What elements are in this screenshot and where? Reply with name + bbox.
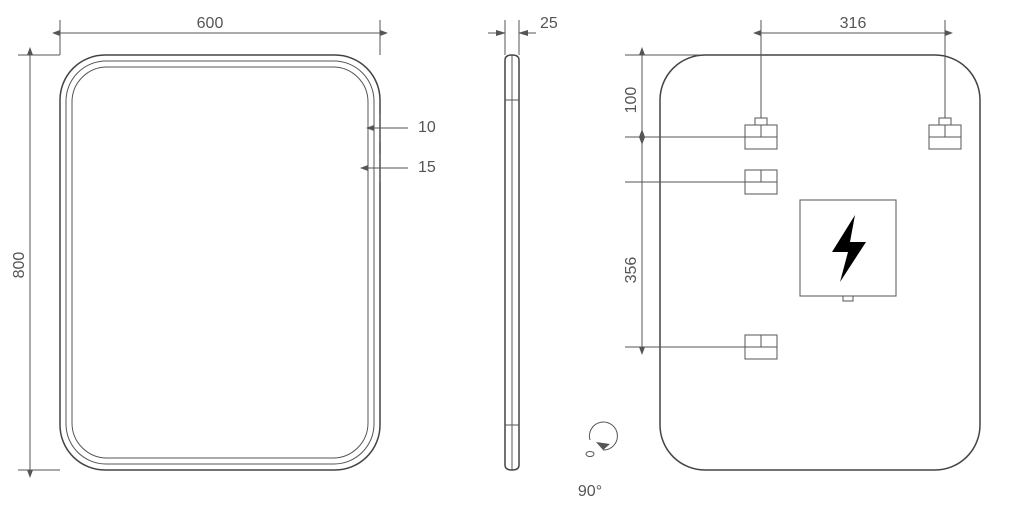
lightning-icon: [832, 215, 866, 282]
dim-label: 600: [197, 15, 224, 32]
front-outline-inner: [72, 67, 368, 458]
dim-label: 100: [623, 87, 640, 114]
back-view: 316 100 356: [623, 15, 980, 470]
dim-label: 356: [623, 257, 640, 284]
bracket: [745, 335, 777, 359]
dim-width-600: 600: [60, 15, 380, 55]
bracket: [745, 170, 777, 194]
rotation-symbol: 90°: [578, 422, 618, 500]
front-view: 600 800 10 15: [11, 15, 436, 470]
dim-inset-15: 15: [368, 154, 436, 182]
front-outline-outer: [60, 55, 380, 470]
bracket: [745, 118, 777, 149]
dim-vert-356: 356: [623, 137, 745, 347]
technical-drawing: 600 800 10 15: [0, 0, 1020, 510]
dim-height-800: 800: [11, 55, 60, 470]
dim-vert-100: 100: [623, 55, 745, 137]
power-box: [800, 200, 896, 301]
dim-label: 25: [540, 15, 558, 32]
bracket: [929, 118, 961, 149]
rotation-label: 90°: [578, 483, 602, 500]
back-outline: [660, 55, 980, 470]
dim-inset-10: 10: [374, 114, 436, 142]
dim-label: 10: [418, 119, 436, 136]
front-outline-mid: [66, 61, 374, 464]
dim-thickness-25: 25: [488, 15, 558, 55]
dim-label: 15: [418, 159, 436, 176]
dim-label: 316: [840, 15, 867, 32]
side-view: 25: [488, 15, 558, 470]
dim-label: 800: [11, 252, 28, 279]
dim-horiz-316: 316: [761, 15, 945, 118]
